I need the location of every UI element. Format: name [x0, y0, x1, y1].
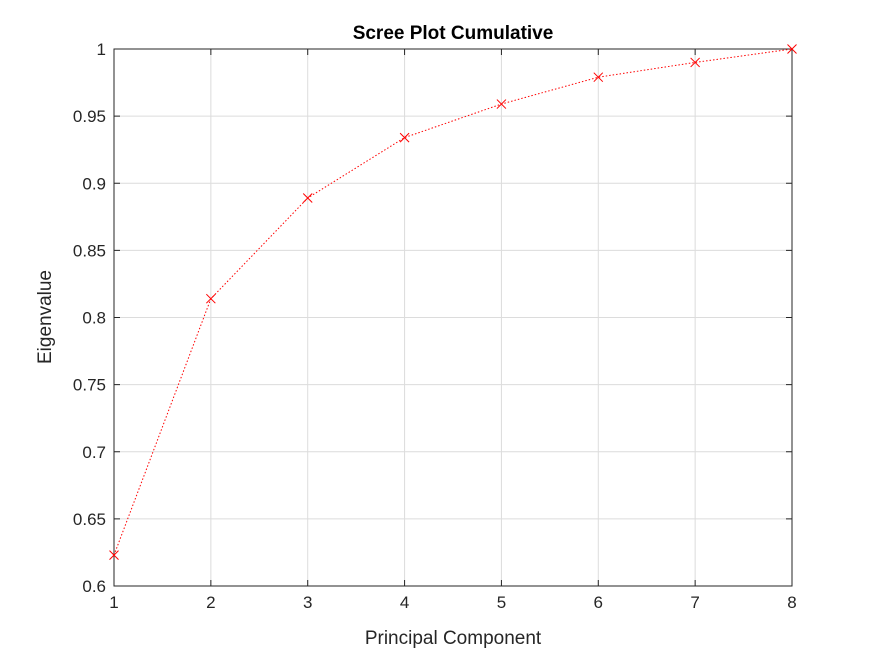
y-tick-label: 0.7	[82, 443, 106, 462]
data-point-marker	[787, 44, 797, 54]
x-tick-label: 1	[109, 593, 118, 612]
y-tick-labels: 0.6 0.65 0.7 0.75 0.8 0.85 0.9 0.95 1	[73, 40, 106, 596]
data-point-marker	[399, 132, 410, 143]
data-point-marker	[109, 550, 119, 560]
data-point-marker	[593, 72, 604, 83]
y-tick-label: 0.8	[82, 309, 106, 328]
axis-ticks	[113, 48, 793, 587]
x-tick-label: 4	[400, 593, 409, 612]
x-tick-label: 5	[497, 593, 506, 612]
y-tick-label: 1	[97, 40, 106, 59]
y-tick-label: 0.85	[73, 241, 106, 260]
data-point-marker	[206, 293, 216, 304]
y-tick-label: 0.6	[82, 577, 106, 596]
chart-title: Scree Plot Cumulative	[353, 23, 554, 44]
series-group	[109, 44, 797, 560]
y-tick-label: 0.65	[73, 510, 106, 529]
x-axis-label: Principal Component	[365, 628, 542, 649]
x-tick-label: 7	[690, 593, 699, 612]
series-line	[113, 48, 793, 556]
data-point-marker	[496, 99, 507, 109]
x-tick-label: 3	[303, 593, 312, 612]
y-tick-label: 0.9	[82, 174, 106, 193]
x-tick-label: 2	[206, 593, 215, 612]
y-axis-label: Eigenvalue	[35, 270, 56, 364]
x-tick-label: 8	[787, 593, 796, 612]
data-point-marker	[690, 57, 700, 68]
x-tick-label: 6	[594, 593, 603, 612]
data-point-marker	[302, 193, 313, 203]
y-tick-label: 0.75	[73, 376, 106, 395]
y-tick-label: 0.95	[73, 107, 106, 126]
x-tick-labels: 1 2 3 4 5 6 7 8	[109, 593, 796, 612]
